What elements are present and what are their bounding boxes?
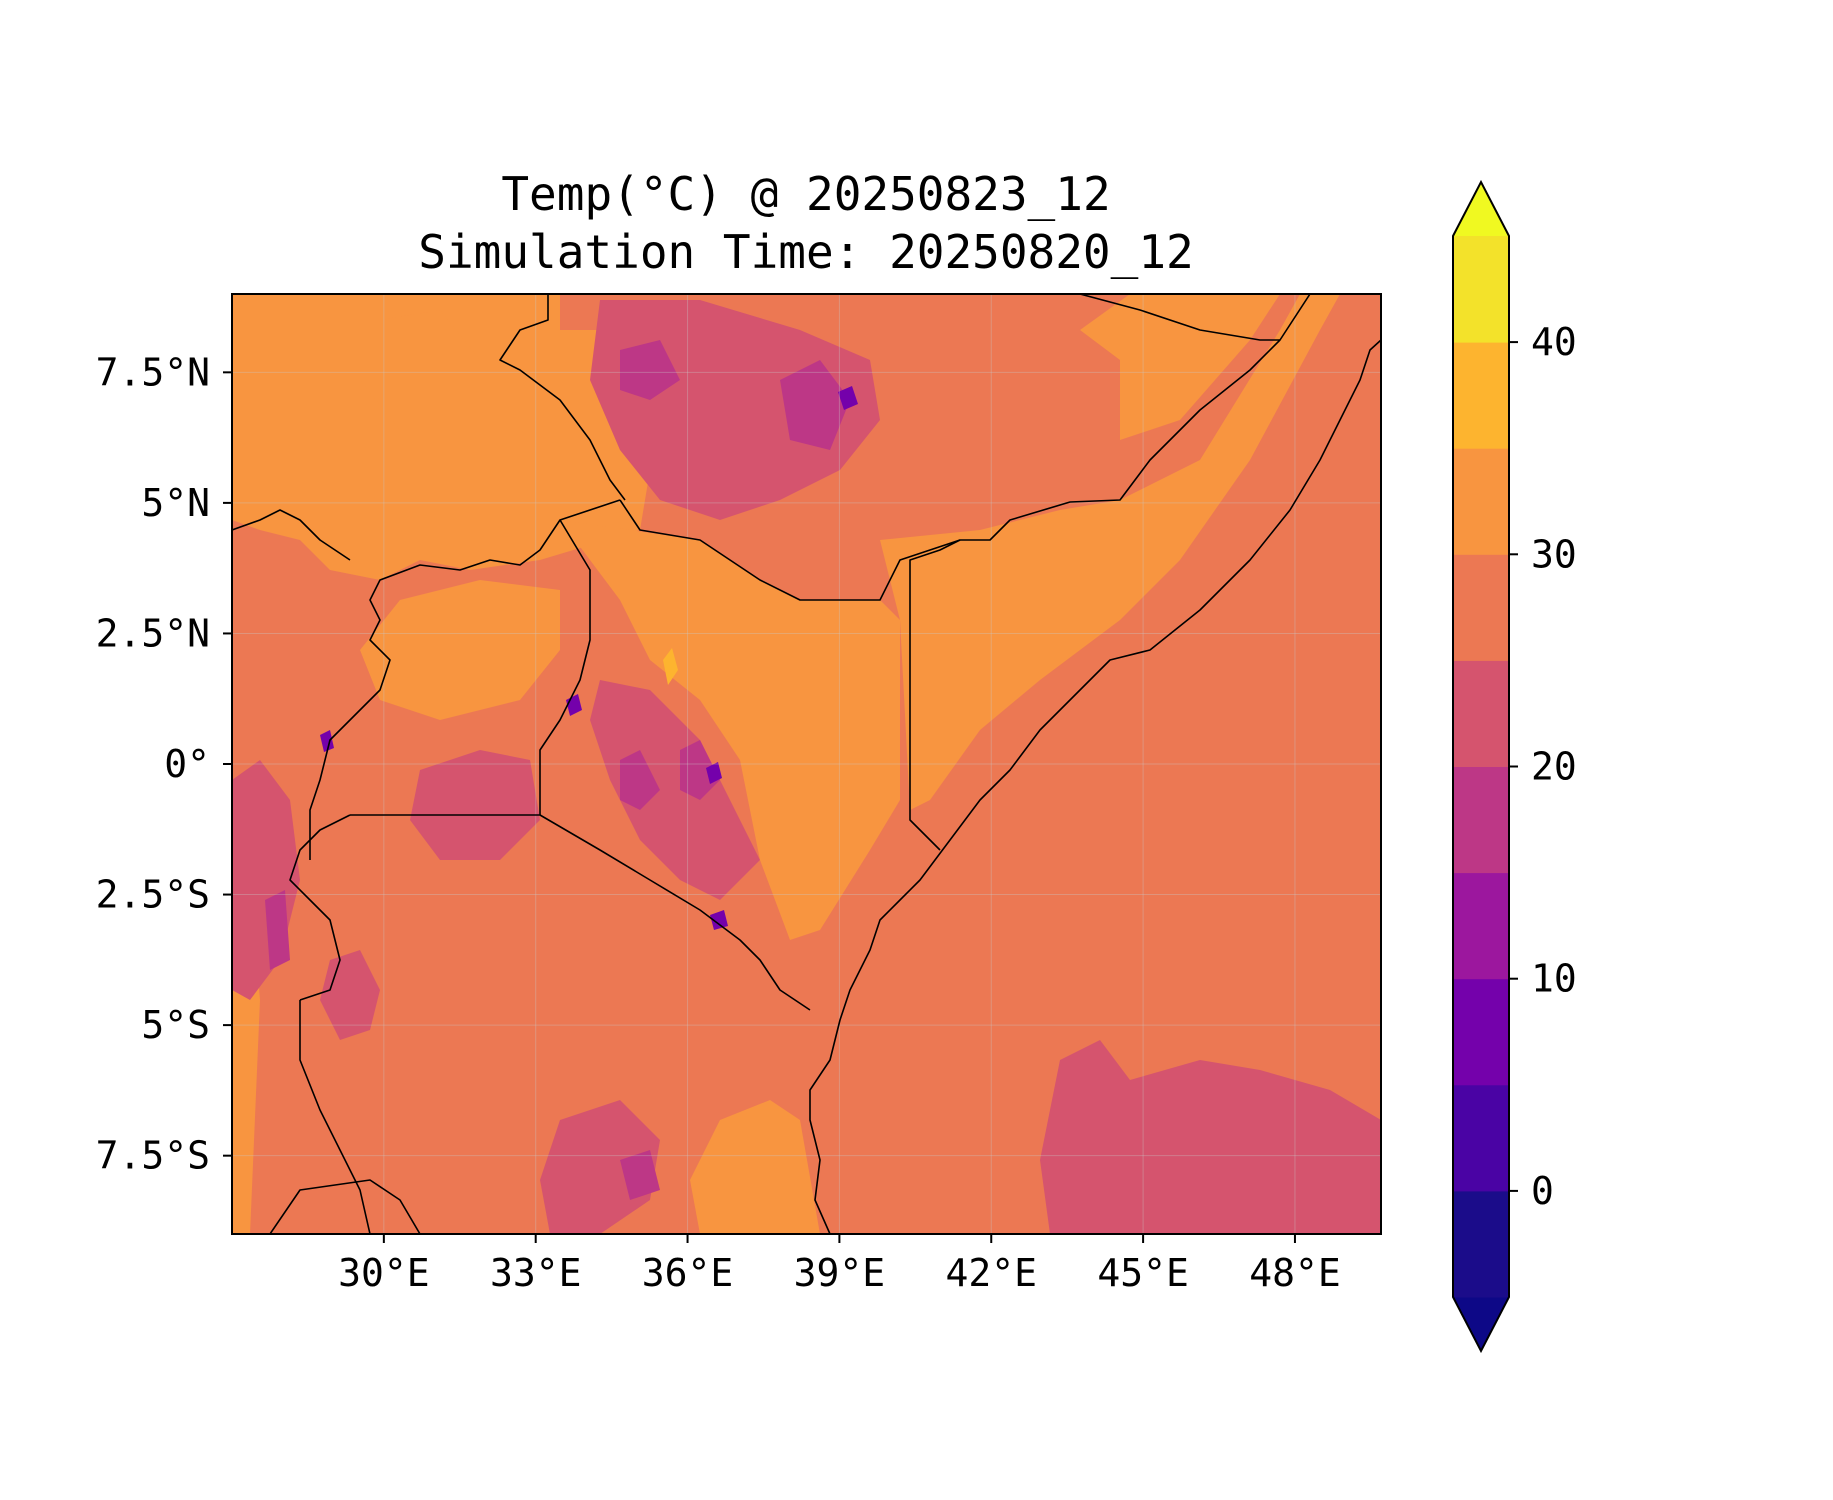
colorbar-band <box>1453 1190 1509 1298</box>
x-tick-label: 45°E <box>1097 1251 1189 1295</box>
colorbar-band <box>1453 660 1509 767</box>
y-tick-label: 5°N <box>141 481 210 525</box>
border-south-sudan-ethiopia <box>499 294 626 501</box>
y-axis: 7.5°N 5°N 2.5°N 0° 2.5°S 5°S 7.5°S <box>96 350 232 1178</box>
y-tick-label: 2.5°S <box>96 873 210 917</box>
y-tick-label: 7.5°N <box>96 350 210 394</box>
lake-tanganyika-shore <box>299 1000 371 1234</box>
colorbar-band <box>1453 236 1509 343</box>
border-south-tanzania <box>269 1179 421 1234</box>
x-tick-label: 42°E <box>945 1251 1037 1295</box>
title-line-2: Simulation Time: 20250820_12 <box>418 225 1193 279</box>
colorbar-extend-over <box>1453 182 1509 236</box>
country-borders <box>232 294 1381 1234</box>
y-tick-label: 2.5°N <box>96 611 210 655</box>
border-ethiopia-somalia <box>909 294 1311 851</box>
colorbar-tick-label: 10 <box>1531 957 1577 1001</box>
colorbar-band <box>1453 448 1509 555</box>
x-tick-label: 36°E <box>642 1251 734 1295</box>
y-tick-label: 0° <box>164 742 210 786</box>
colorbar-band <box>1453 766 1509 874</box>
colorbar-band <box>1453 872 1509 980</box>
y-tick-label: 5°S <box>141 1003 210 1047</box>
colorbar-band <box>1453 1084 1509 1192</box>
colorbar-outline <box>1452 179 1510 1354</box>
border-west <box>232 509 351 561</box>
x-tick-label: 48°E <box>1249 1251 1341 1295</box>
colorbar-band <box>1453 342 1509 449</box>
y-tick-label: 7.5°S <box>96 1134 210 1178</box>
border-somaliland-north <box>1079 294 1280 341</box>
x-axis: 30°E 33°E 36°E 39°E 42°E 45°E 48°E <box>338 1234 1341 1295</box>
map-gridlines <box>232 294 1381 1234</box>
colorbar-tick-label: 40 <box>1531 320 1577 364</box>
map-panel <box>232 294 1381 1234</box>
coastline-east-africa <box>809 339 1381 1234</box>
border-kenya-tanzania <box>539 814 811 1011</box>
colorbar-tick-label: 20 <box>1531 745 1577 789</box>
colorbar-tick-label: 30 <box>1531 532 1577 576</box>
border-kenya-ethiopia <box>619 499 961 601</box>
x-tick-label: 39°E <box>794 1251 886 1295</box>
border-uganda <box>309 499 621 860</box>
temperature-band-10-20 <box>265 340 850 1200</box>
title-line-1: Temp(°C) @ 20250823_12 <box>501 167 1110 221</box>
colorbar-tick-label: 0 <box>1531 1169 1554 1213</box>
temperature-band-5-10 <box>320 386 858 930</box>
colorbar-extend-under <box>1453 1297 1509 1351</box>
x-tick-label: 30°E <box>338 1251 430 1295</box>
x-tick-label: 33°E <box>490 1251 582 1295</box>
border-uganda-kenya <box>539 519 591 815</box>
colorbar-band <box>1453 978 1509 1086</box>
temperature-band-30-35 <box>232 294 1340 1234</box>
colorbar-band <box>1453 554 1509 661</box>
colorbar: 0 10 20 30 40 <box>1452 179 1577 1354</box>
border-rwanda-burundi <box>289 814 351 1001</box>
